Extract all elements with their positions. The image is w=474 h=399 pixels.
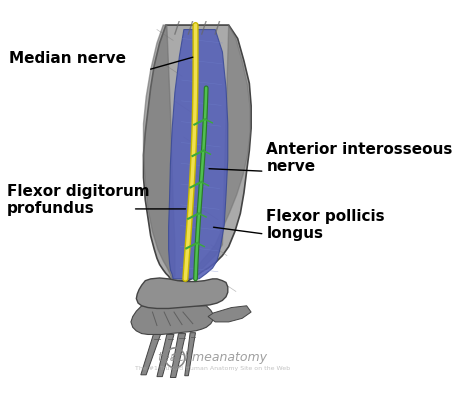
Polygon shape [141,334,161,375]
Polygon shape [185,333,195,376]
Polygon shape [170,334,186,377]
Text: teachmeanatomy: teachmeanatomy [157,351,267,364]
Text: Flexor digitorum
profundus: Flexor digitorum profundus [7,184,150,216]
Text: Median nerve: Median nerve [9,51,126,66]
Polygon shape [144,25,175,280]
Polygon shape [169,30,228,279]
Polygon shape [195,25,250,273]
Polygon shape [208,306,251,322]
Text: Anterior interosseous
nerve: Anterior interosseous nerve [266,142,453,174]
Polygon shape [137,278,228,308]
Text: The #1 Trusted Human Anatomy Site on the Web: The #1 Trusted Human Anatomy Site on the… [135,366,290,371]
Polygon shape [157,334,174,377]
Text: ©: © [169,353,181,363]
Polygon shape [144,25,251,280]
Text: Flexor pollicis
longus: Flexor pollicis longus [266,209,385,241]
Polygon shape [131,306,213,334]
